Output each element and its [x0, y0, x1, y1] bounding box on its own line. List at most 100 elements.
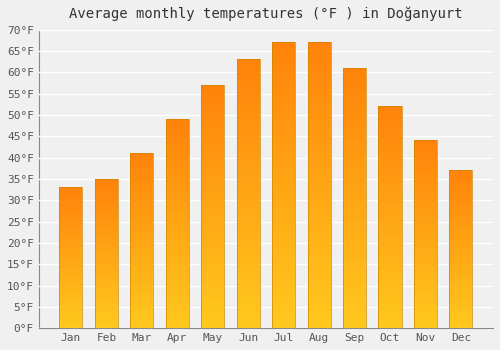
Bar	[166, 316, 189, 320]
Bar	[272, 288, 295, 294]
Bar	[166, 261, 189, 266]
Bar	[414, 186, 437, 189]
Bar	[236, 178, 260, 183]
Bar	[308, 111, 330, 117]
Bar	[308, 271, 330, 277]
Bar	[308, 82, 330, 88]
Bar	[343, 135, 366, 141]
Bar	[450, 221, 472, 224]
Bar	[450, 316, 472, 319]
Bar	[130, 202, 154, 206]
Bar	[236, 215, 260, 221]
Bar	[414, 155, 437, 159]
Bar	[414, 182, 437, 186]
Bar	[450, 193, 472, 196]
Bar	[272, 111, 295, 117]
Bar	[130, 286, 154, 290]
Bar	[378, 138, 402, 142]
Bar	[343, 115, 366, 120]
Bar	[166, 144, 189, 148]
Bar	[272, 317, 295, 322]
Bar	[378, 115, 402, 120]
Bar	[450, 202, 472, 205]
Bar	[450, 237, 472, 240]
Bar	[236, 242, 260, 247]
Bar	[236, 280, 260, 285]
Bar	[130, 297, 154, 300]
Bar	[272, 88, 295, 94]
Bar	[308, 277, 330, 282]
Bar	[95, 224, 118, 227]
Bar	[343, 125, 366, 131]
Bar	[308, 202, 330, 208]
Bar	[201, 153, 224, 158]
Bar	[343, 229, 366, 234]
Bar	[378, 262, 402, 266]
Bar	[201, 173, 224, 177]
Bar	[343, 193, 366, 198]
Bar	[308, 42, 330, 48]
Bar	[308, 214, 330, 219]
Bar	[272, 128, 295, 134]
Bar	[378, 257, 402, 262]
Bar	[130, 157, 154, 160]
Bar	[201, 177, 224, 182]
Bar	[95, 307, 118, 310]
Bar	[378, 288, 402, 293]
Bar	[414, 204, 437, 208]
Bar	[378, 155, 402, 160]
Bar	[343, 209, 366, 214]
Bar	[343, 104, 366, 110]
Bar	[272, 168, 295, 174]
Bar	[166, 182, 189, 186]
Bar	[343, 167, 366, 172]
Bar	[95, 304, 118, 307]
Bar	[60, 249, 82, 252]
Bar	[450, 233, 472, 237]
Bar	[343, 250, 366, 256]
Bar	[414, 189, 437, 193]
Bar	[60, 286, 82, 289]
Bar	[378, 186, 402, 191]
Bar	[343, 99, 366, 104]
Bar	[378, 310, 402, 315]
Bar	[130, 307, 154, 311]
Bar	[236, 264, 260, 269]
Bar	[272, 248, 295, 254]
Bar	[95, 209, 118, 212]
Bar	[272, 48, 295, 54]
Bar	[95, 241, 118, 245]
Bar	[378, 248, 402, 253]
Bar	[308, 180, 330, 185]
Bar	[378, 146, 402, 151]
Bar	[236, 172, 260, 178]
Bar	[236, 167, 260, 172]
Bar	[308, 300, 330, 305]
Bar	[130, 237, 154, 241]
Bar	[95, 203, 118, 206]
Bar	[378, 120, 402, 124]
Bar	[236, 269, 260, 274]
Bar	[201, 323, 224, 328]
Bar	[414, 302, 437, 306]
Bar	[378, 319, 402, 324]
Bar	[60, 294, 82, 297]
Bar	[378, 239, 402, 244]
Bar	[308, 219, 330, 225]
Bar	[130, 276, 154, 279]
Bar	[414, 140, 437, 144]
Bar	[414, 313, 437, 317]
Bar	[272, 322, 295, 328]
Bar	[343, 146, 366, 151]
Bar	[130, 318, 154, 321]
Bar	[236, 312, 260, 317]
Bar	[236, 140, 260, 146]
Bar	[166, 257, 189, 261]
Bar	[450, 284, 472, 287]
Bar	[166, 119, 189, 328]
Bar	[414, 219, 437, 223]
Bar	[414, 216, 437, 219]
Bar	[414, 268, 437, 272]
Bar	[272, 42, 295, 328]
Bar	[201, 119, 224, 124]
